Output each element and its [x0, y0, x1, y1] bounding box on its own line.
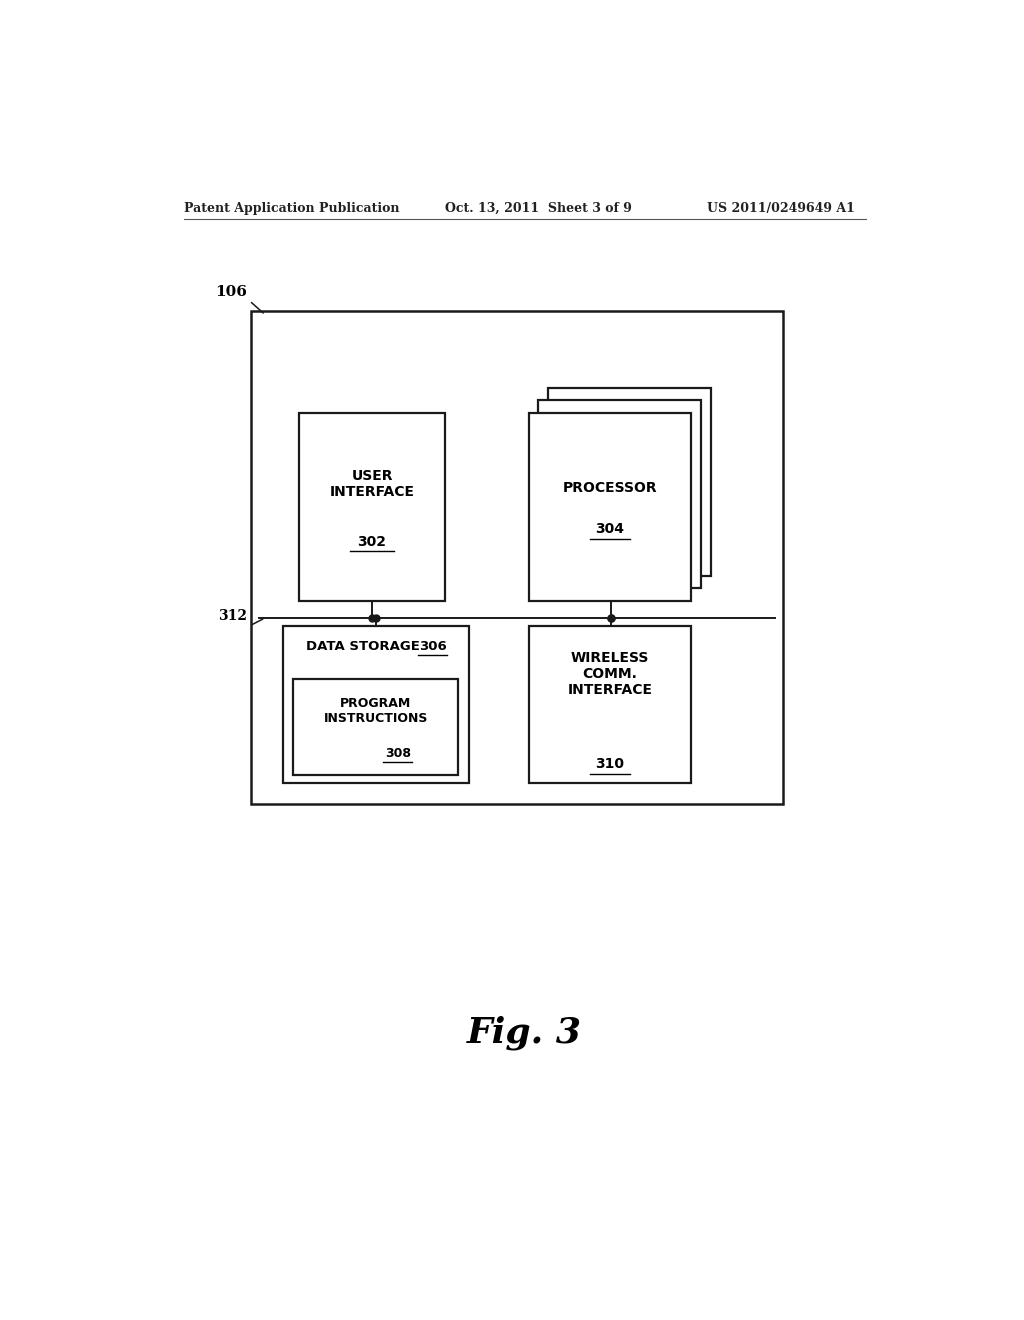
- Text: PROCESSOR: PROCESSOR: [563, 482, 657, 495]
- Text: 304: 304: [596, 521, 625, 536]
- Text: 312: 312: [218, 609, 247, 623]
- Text: Oct. 13, 2011  Sheet 3 of 9: Oct. 13, 2011 Sheet 3 of 9: [445, 202, 632, 215]
- Text: 308: 308: [385, 747, 411, 760]
- Text: 306: 306: [419, 640, 447, 653]
- Text: PROGRAM
INSTRUCTIONS: PROGRAM INSTRUCTIONS: [324, 697, 428, 725]
- Bar: [251, 312, 782, 804]
- Bar: [548, 388, 711, 576]
- Text: 106: 106: [215, 285, 247, 298]
- Text: USER
INTERFACE: USER INTERFACE: [330, 469, 415, 499]
- Bar: [299, 413, 445, 601]
- Bar: [528, 413, 691, 601]
- Text: WIRELESS
COMM.
INTERFACE: WIRELESS COMM. INTERFACE: [567, 651, 652, 697]
- Text: Fig. 3: Fig. 3: [467, 1015, 583, 1049]
- Text: 310: 310: [596, 756, 625, 771]
- Text: 302: 302: [357, 535, 386, 549]
- Bar: [283, 626, 469, 784]
- Text: US 2011/0249649 A1: US 2011/0249649 A1: [708, 202, 855, 215]
- Bar: [528, 626, 691, 784]
- Bar: [539, 400, 701, 589]
- Bar: [293, 678, 458, 775]
- Text: Patent Application Publication: Patent Application Publication: [183, 202, 399, 215]
- Text: DATA STORAGE: DATA STORAGE: [306, 640, 425, 653]
